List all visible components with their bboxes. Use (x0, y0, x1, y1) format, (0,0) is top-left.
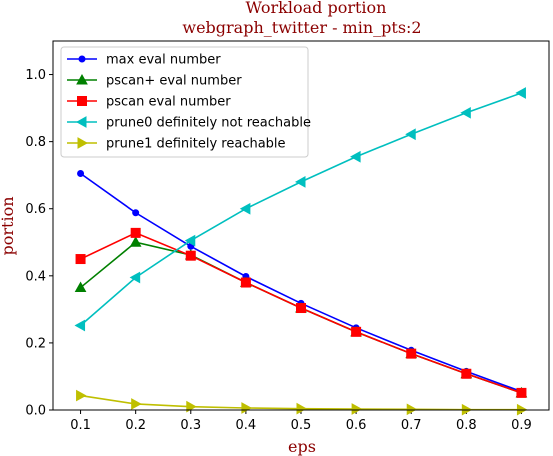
data-point (74, 281, 87, 293)
legend-marker (77, 96, 87, 106)
legend-label: pscan eval number (106, 95, 231, 110)
y-tick-label: 0.0 (25, 404, 46, 419)
x-tick-label: 0.9 (511, 418, 532, 433)
legend-item: prune0 definitely not reachable (67, 116, 311, 131)
legend-marker (75, 116, 87, 128)
legend-label: prune1 definitely reachable (106, 137, 286, 152)
x-tick-label: 0.6 (346, 418, 367, 433)
legend: max eval number pscan+ eval number pscan e… (60, 46, 311, 158)
y-tick-label: 0.4 (25, 269, 46, 284)
y-tick-label: 0.8 (25, 135, 46, 150)
data-point (75, 254, 86, 265)
x-tick-label: 0.4 (236, 418, 257, 433)
data-point (351, 326, 362, 337)
data-point (74, 319, 86, 332)
data-point (184, 234, 196, 247)
data-point (129, 236, 142, 247)
data-point (460, 106, 471, 119)
data-point (516, 387, 527, 398)
data-point (351, 403, 363, 415)
data-point (406, 403, 418, 416)
y-axis-label: portion (0, 196, 17, 255)
series-4 (76, 389, 528, 416)
series-1 (74, 236, 528, 398)
series-0 (77, 170, 525, 396)
data-point (77, 170, 85, 178)
x-tick-label: 0.5 (291, 418, 312, 433)
legend-label: pscan+ eval number (106, 74, 242, 89)
plot-frame (52, 40, 550, 411)
series-line (80, 172, 522, 393)
chart-title: Workload portion (246, 0, 387, 17)
x-tick-label: 0.3 (180, 418, 201, 433)
x-tick-label: 0.7 (401, 418, 422, 433)
legend-item: pscan+ eval number (67, 74, 242, 89)
x-tick-label: 0.8 (456, 418, 477, 433)
legend-label: max eval number (106, 53, 221, 68)
data-point (461, 368, 472, 379)
x-axis-label: eps (288, 437, 316, 456)
data-point (76, 389, 87, 402)
data-point (129, 271, 141, 284)
y-tick-label: 1.0 (25, 68, 46, 83)
data-point (131, 398, 142, 410)
legend-label: prune0 definitely not reachable (106, 116, 311, 131)
data-point (296, 402, 308, 415)
legend-marker (77, 137, 89, 149)
legend-box (60, 46, 309, 158)
data-point (405, 128, 416, 141)
legend-marker (78, 55, 86, 63)
data-point (294, 176, 306, 188)
data-point (130, 227, 141, 238)
series-3 (74, 87, 526, 332)
x-tick-label: 0.1 (70, 418, 91, 433)
data-point (406, 348, 417, 359)
series-2 (75, 227, 527, 398)
data-point (239, 202, 251, 215)
legend-marker (76, 73, 88, 85)
data-point (185, 250, 196, 261)
data-point (350, 150, 361, 163)
plot-area: 0.1 0.2 0.3 0.4 0.5 0.6 0.7 0.8 0.9 0.0 0.2 0.4 0.6 0… (25, 40, 550, 433)
data-point (132, 209, 140, 217)
legend-item: max eval number (67, 53, 221, 68)
data-point (296, 303, 306, 314)
data-point (240, 277, 251, 288)
y-tick-label: 0.6 (25, 202, 46, 217)
chart-subtitle: webgraph_twitter - min_pts:2 (182, 18, 421, 37)
x-tick-label: 0.2 (125, 418, 146, 433)
data-point (186, 400, 197, 413)
y-tick-label: 0.2 (25, 336, 46, 351)
legend-item: prune1 definitely reachable (67, 137, 286, 152)
legend-item: pscan eval number (67, 95, 231, 110)
data-point (515, 87, 526, 99)
